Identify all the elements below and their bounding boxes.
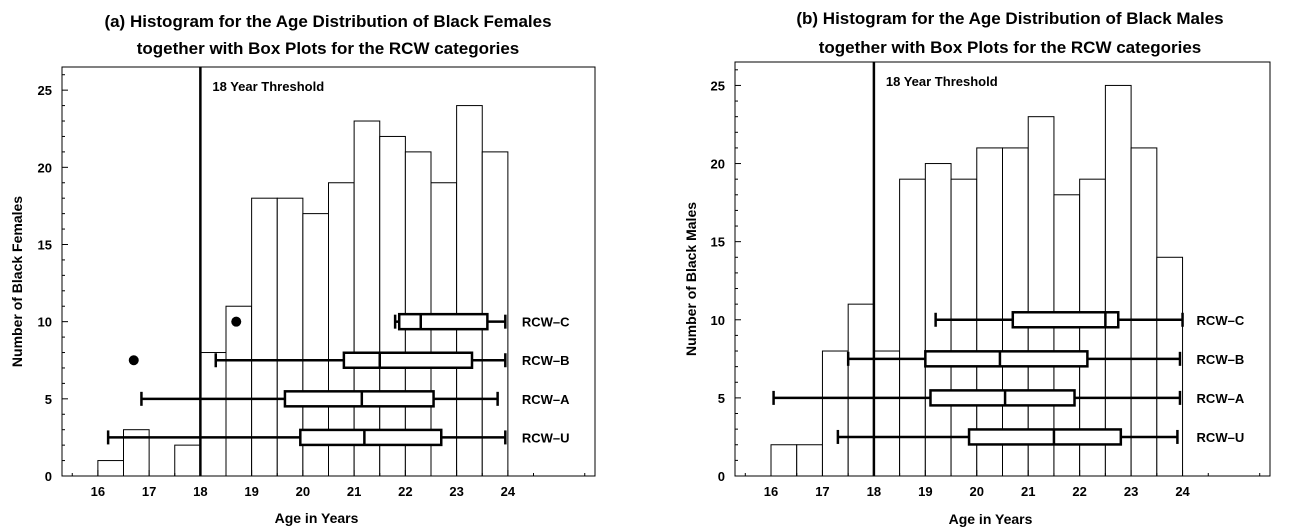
boxplot-rcwa: RCW–A [140,390,570,408]
x-tick-label: 24 [501,484,516,499]
y-axis-label: Number of Black Males [683,202,699,356]
y-tick-label: 10 [38,315,52,330]
chart-title-line-1: (a) Histogram for the Age Distribution o… [104,12,551,31]
histogram-bar [976,147,1004,477]
x-axis-label: Age in Years [275,510,359,526]
chart-title-line-1: (b) Histogram for the Age Distribution o… [796,9,1223,28]
boxplot-rcwc: RCW–C [231,312,570,331]
y-tick-label: 5 [718,391,725,406]
x-tick-label: 17 [142,484,156,499]
boxplot-rcwu: RCW–U [836,428,1245,446]
boxplot-label: RCW–C [1197,313,1245,328]
histogram-bar [456,105,483,477]
y-axis-label: Number of Black Females [9,196,25,367]
boxplot-label: RCW–A [522,392,570,407]
x-tick-label: 16 [764,484,778,499]
boxplot-outlier [128,355,139,366]
boxplot-box [1011,311,1120,329]
x-tick-label: 17 [815,484,829,499]
boxplot-label: RCW–A [1197,391,1245,406]
x-tick-label: 21 [347,484,361,499]
boxplot-rcwa: RCW–A [772,389,1245,407]
boxplot-box [397,312,489,331]
y-tick-label: 15 [711,235,725,250]
chart-panel-b: (b) Histogram for the Age Distribution o… [683,9,1271,527]
histogram-bar [276,197,304,477]
x-axis-label: Age in Years [949,511,1033,527]
x-tick-label: 18 [867,484,881,499]
y-tick-label: 20 [38,160,52,175]
x-tick-label: 19 [244,484,258,499]
histogram-bar [251,197,278,477]
histogram-bar [97,460,124,477]
histogram-bar [225,305,253,477]
x-tick-label: 16 [91,484,105,499]
histogram-bar [379,135,406,477]
histogram-bar [1130,147,1158,477]
x-tick-label: 21 [1021,484,1035,499]
boxplot-rcwc: RCW–C [934,311,1245,329]
histogram-bar [899,178,926,477]
y-tick-label: 25 [38,83,52,98]
y-tick-label: 25 [711,78,725,93]
histogram-bar [1027,116,1055,477]
y-tick-label: 15 [38,237,52,252]
boxplot-box [283,390,435,408]
histogram-bar [1104,84,1132,477]
boxplot-label: RCW–B [522,353,570,368]
boxplot-rcwb: RCW–B [128,351,570,369]
x-tick-label: 19 [918,484,932,499]
x-tick-label: 20 [296,484,310,499]
threshold-label: 18 Year Threshold [212,79,324,94]
histogram-bar [770,444,798,477]
y-tick-label: 20 [711,157,725,172]
x-tick-label: 24 [1175,484,1190,499]
histogram-bar [950,178,978,477]
y-tick-label: 0 [718,469,725,484]
boxplot-label: RCW–B [1197,352,1245,367]
histogram-bar [847,303,875,477]
boxplot-label: RCW–U [522,430,570,445]
histogram-bar [1156,256,1184,477]
x-tick-label: 20 [970,484,984,499]
x-tick-label: 23 [1124,484,1138,499]
histogram-bar [353,120,381,477]
boxplot-box [924,350,1089,368]
chart-panel-a: (a) Histogram for the Age Distribution o… [9,12,596,526]
y-tick-label: 5 [45,392,52,407]
chart-title-line-2: together with Box Plots for the RCW cate… [819,38,1202,57]
boxplot-box [299,428,443,447]
histogram-bar [796,444,823,477]
boxplot-box [967,428,1123,446]
boxplot-box [342,351,474,369]
boxplot-box [929,389,1076,407]
x-tick-label: 18 [193,484,207,499]
histogram-bar [199,352,227,477]
boxplot-label: RCW–C [522,315,570,330]
histogram-bar [328,182,355,477]
y-tick-label: 0 [45,469,52,484]
boxplot-rcwu: RCW–U [106,428,570,447]
y-tick-label: 10 [711,313,725,328]
boxplot-rcwb: RCW–B [846,350,1245,368]
boxplot-outlier [231,316,242,327]
histogram-bar [821,350,849,477]
x-tick-label: 23 [449,484,463,499]
histogram-bar [873,350,901,477]
chart-title-line-2: together with Box Plots for the RCW cate… [137,39,520,58]
x-tick-label: 22 [1072,484,1086,499]
x-tick-label: 22 [398,484,412,499]
histogram-bar [174,444,201,477]
threshold-label: 18 Year Threshold [886,74,998,89]
boxplot-label: RCW–U [1197,430,1245,445]
